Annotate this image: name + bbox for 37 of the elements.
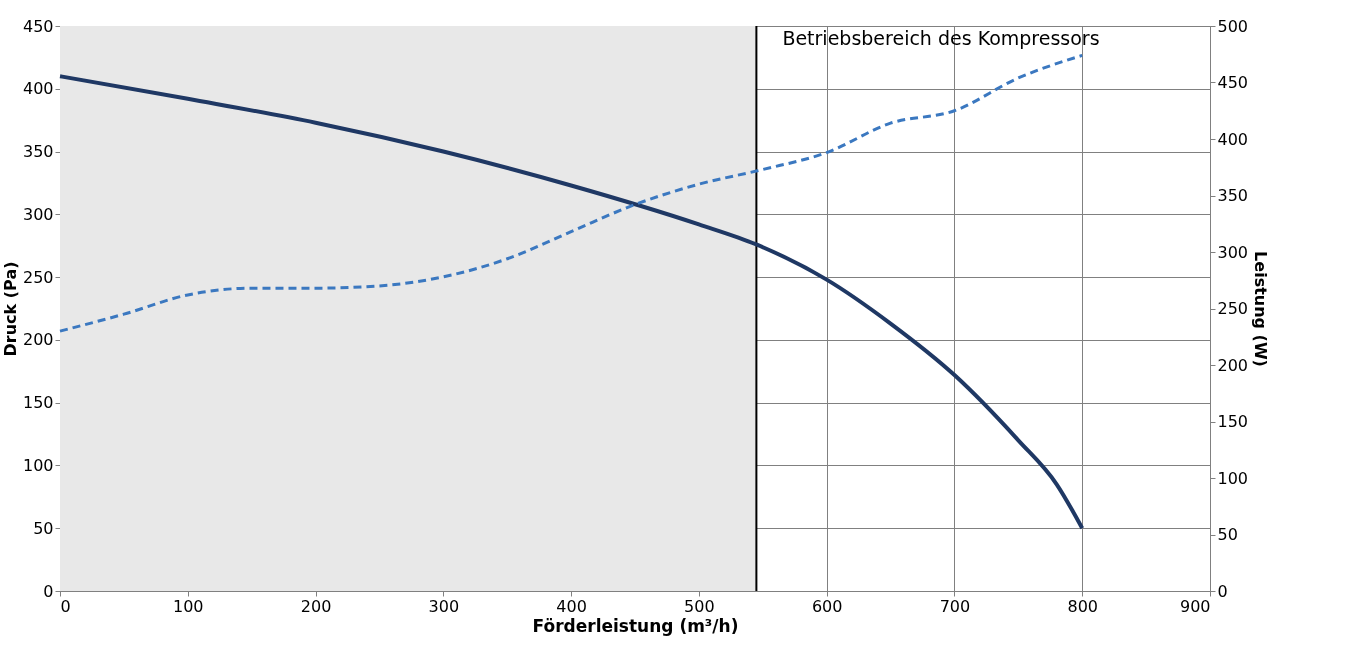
y2-tick-label: 500 — [1217, 16, 1249, 36]
y2-tick-label: 450 — [1217, 73, 1249, 92]
x-tick-label: 600 — [811, 596, 843, 616]
y2-tick-label: 300 — [1217, 242, 1249, 262]
y-axis-title: Druck (Pa) — [0, 261, 20, 357]
y-tick-label: 50 — [33, 518, 54, 538]
x-tick-label: 400 — [556, 596, 587, 616]
y2-tick-label: 200 — [1217, 355, 1249, 375]
y2-tick-label: 400 — [1217, 129, 1249, 149]
line-series — [58, 53, 1084, 333]
y-tick-label: 300 — [22, 204, 54, 224]
ref-line-label: Betriebsbereich des Kompressors — [782, 27, 1100, 49]
x-tick-label: 900 — [1179, 596, 1211, 616]
y-tick-label: 350 — [22, 142, 54, 162]
x-tick-label: 300 — [428, 596, 460, 616]
y-tick-label: 250 — [22, 267, 54, 287]
y-tick-label: 100 — [22, 455, 54, 475]
y-tick-label: 400 — [22, 79, 54, 99]
line-series — [58, 74, 1085, 531]
x-tick-label: 700 — [939, 596, 971, 616]
x-axis-title: Förderleistung (m³/h) — [532, 615, 739, 636]
y-tick-label: 200 — [22, 330, 54, 350]
y2-tick-label: 150 — [1217, 412, 1249, 431]
y-tick-label: 150 — [22, 393, 54, 413]
y2-axis-title: Leistung (W) — [1251, 251, 1271, 367]
x-tick-label: 0 — [60, 596, 71, 616]
x-tick-label: 100 — [173, 596, 204, 616]
y-tick-label: 0 — [43, 581, 54, 601]
x-tick-label: 200 — [300, 596, 332, 616]
x-tick-label: 500 — [684, 596, 715, 616]
y-tick-label: 450 — [22, 16, 54, 36]
y2-tick-label: 350 — [1217, 186, 1249, 205]
y2-tick-label: 100 — [1217, 468, 1249, 488]
y2-tick-label: 0 — [1217, 581, 1228, 601]
y2-tick-label: 250 — [1217, 299, 1249, 318]
y2-tick-label: 50 — [1217, 525, 1238, 544]
x-tick-label: 800 — [1067, 596, 1098, 616]
